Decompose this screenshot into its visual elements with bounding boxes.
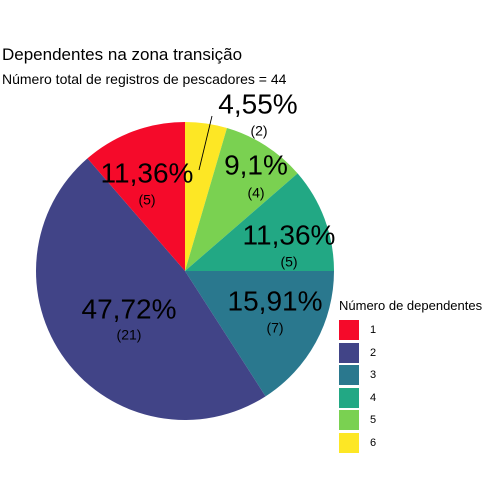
pie-slice-6 bbox=[185, 122, 227, 271]
percent-label-3: 15,91% bbox=[228, 285, 323, 316]
legend-item-3: 3 bbox=[339, 364, 482, 387]
legend-item-2: 2 bbox=[339, 342, 482, 365]
count-label-5: (4) bbox=[247, 185, 264, 201]
legend-swatch-4 bbox=[339, 387, 359, 408]
percent-label-2: 47,72% bbox=[82, 293, 177, 324]
chart-title: Dependentes na zona transição bbox=[2, 45, 243, 64]
pie-slice-1 bbox=[87, 122, 185, 271]
legend-label-4: 4 bbox=[370, 391, 377, 404]
count-label-2: (21) bbox=[117, 327, 142, 343]
legend-swatch-2 bbox=[339, 342, 359, 363]
legend-swatch-5 bbox=[339, 410, 359, 431]
legend-item-4: 4 bbox=[339, 387, 482, 410]
count-label-1: (5) bbox=[138, 192, 155, 208]
legend-item-5: 5 bbox=[339, 409, 482, 432]
pie-slice-5 bbox=[185, 128, 298, 271]
pie-slice-2 bbox=[36, 158, 266, 420]
legend-label-1: 1 bbox=[370, 324, 377, 337]
percent-label-5: 9,1% bbox=[224, 149, 288, 180]
count-label-4: (5) bbox=[280, 254, 297, 270]
count-label-3: (7) bbox=[266, 320, 283, 336]
pie-slice-3 bbox=[185, 271, 334, 397]
legend-swatch-6 bbox=[339, 432, 359, 453]
pie-slice-4 bbox=[185, 173, 334, 271]
leader-line-6 bbox=[198, 115, 213, 171]
percent-label-6: 4,55% bbox=[218, 88, 297, 119]
legend-label-5: 5 bbox=[370, 414, 377, 427]
legend-label-3: 3 bbox=[370, 369, 377, 382]
percent-label-4: 11,36% bbox=[243, 219, 336, 250]
count-label-6: (2) bbox=[250, 123, 267, 139]
legend-swatch-3 bbox=[339, 365, 359, 386]
legend-item-1: 1 bbox=[339, 319, 482, 342]
legend-swatch-1 bbox=[339, 320, 359, 341]
legend-item-6: 6 bbox=[339, 432, 482, 455]
percent-label-1: 11,36% bbox=[101, 157, 194, 188]
legend: Número de dependentes 1 2 3 4 5 6 bbox=[339, 298, 482, 454]
chart-subtitle: Número total de registros de pescadores … bbox=[2, 71, 287, 87]
legend-label-6: 6 bbox=[370, 436, 377, 449]
legend-title: Número de dependentes bbox=[339, 298, 483, 313]
legend-label-2: 2 bbox=[370, 346, 377, 359]
